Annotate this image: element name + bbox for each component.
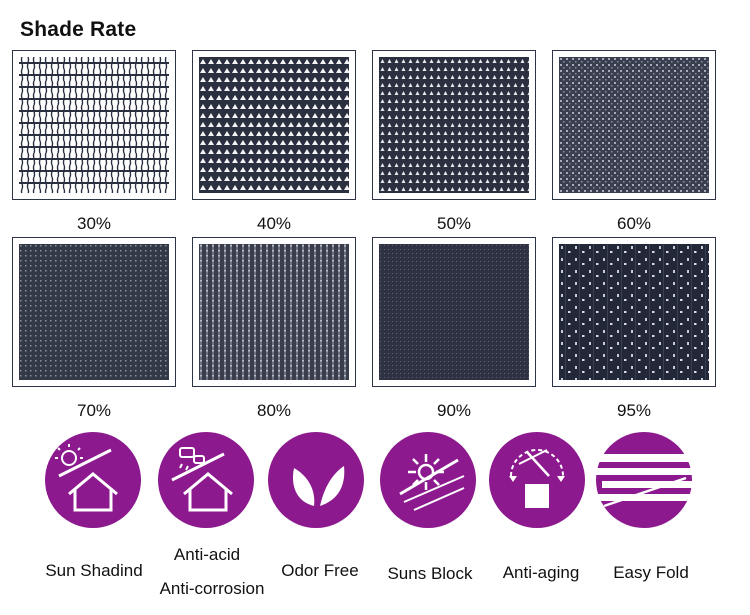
shade-rate-label: 50% (436, 214, 472, 233)
feature-label-suns-block: Suns Block (387, 564, 473, 583)
shade-rate-label: 95% (616, 401, 652, 420)
fabric-70-image (19, 244, 169, 380)
fabric-50-image (379, 57, 529, 193)
shade-swatch-50 (372, 50, 536, 200)
shade-swatch-60 (552, 50, 716, 200)
fabric-90-image (379, 244, 529, 380)
fabric-60-image (559, 57, 709, 193)
shade-rate-label: 80% (256, 401, 292, 420)
shade-rate-label: 30% (76, 214, 112, 233)
folded-fabric-icon (596, 432, 692, 528)
fabric-95-image (559, 244, 709, 380)
shade-swatch-80 (192, 237, 356, 387)
feature-label-anti-acid: Anti-acid (173, 545, 241, 564)
fabric-80-image (199, 244, 349, 380)
feature-label-easy-fold: Easy Fold (613, 563, 689, 582)
feature-label-sun-shading: Sun Shadind (45, 561, 143, 580)
feature-label-odor-free: Odor Free (281, 561, 359, 580)
sunburst-icon (380, 432, 476, 528)
acid-house-icon (158, 432, 254, 528)
fabric-40-image (199, 57, 349, 193)
feature-label-anti-corrosion: Anti-corrosion (159, 579, 265, 598)
shade-rate-label: 90% (436, 401, 472, 420)
leaves-icon (268, 432, 364, 528)
shade-swatch-30 (12, 50, 176, 200)
shade-rate-label: 40% (256, 214, 292, 233)
shade-swatch-40 (192, 50, 356, 200)
shade-rate-label: 60% (616, 214, 652, 233)
fabric-30-image (19, 57, 169, 193)
sun-house-icon (45, 432, 141, 528)
page-title: Shade Rate (20, 18, 137, 41)
shade-swatch-95 (552, 237, 716, 387)
shade-rate-label: 70% (76, 401, 112, 420)
feature-label-anti-aging: Anti-aging (502, 563, 580, 582)
aging-box-icon (489, 432, 585, 528)
shade-swatch-70 (12, 237, 176, 387)
shade-swatch-90 (372, 237, 536, 387)
